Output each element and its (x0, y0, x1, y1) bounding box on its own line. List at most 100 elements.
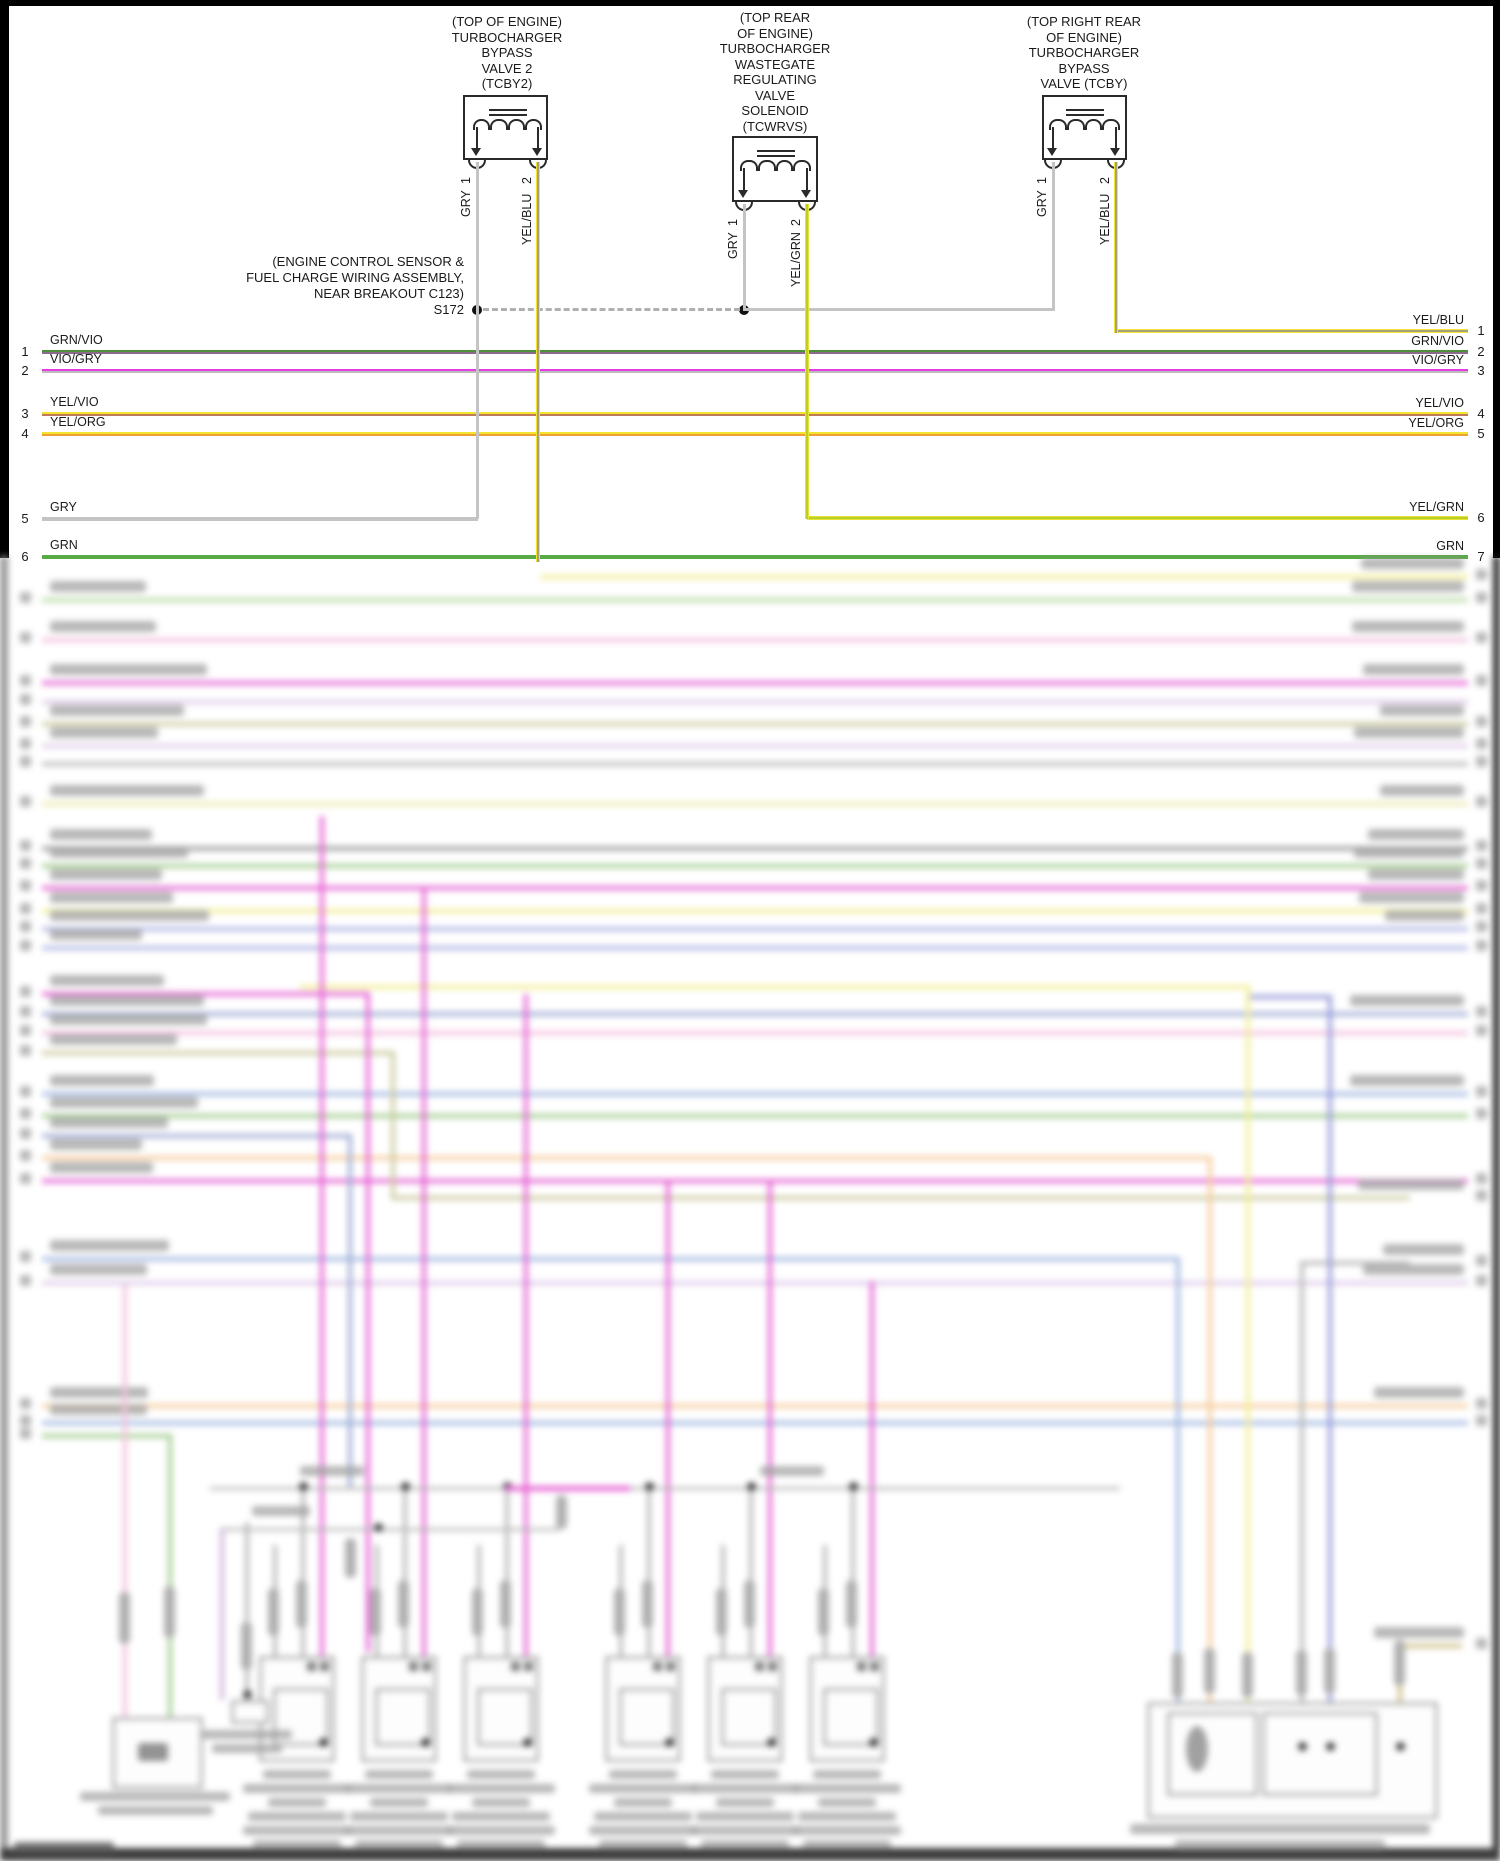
component-label-line: REGULATING (733, 72, 817, 87)
coil-bump (473, 119, 491, 130)
blurred-pin-number-right (1476, 796, 1487, 807)
blurred-wire-vertical (168, 1434, 172, 1717)
blurred-injector-pin (422, 1662, 431, 1671)
blurred-wire-label-left (50, 829, 152, 840)
wire-vertical-gry (1051, 162, 1055, 311)
blurred-module-inner-box (1262, 1712, 1378, 1796)
blurred-pin-number-left (20, 796, 31, 807)
blurred-wire-row (42, 946, 1468, 950)
blurred-wire-label-right (1361, 558, 1464, 569)
blurred-wire-vertical (391, 1051, 395, 1200)
blurred-connector-stub (1172, 1652, 1183, 1698)
blurred-injector-inner-box (721, 1688, 777, 1746)
blurred-wire-vertical (245, 1522, 249, 1694)
blurred-pin-number-left (20, 858, 31, 869)
component-label-line: VALVE (TCBY) (1040, 76, 1128, 91)
blurred-wire-row (42, 722, 1468, 726)
blurred-component-symbol (138, 1743, 168, 1761)
blurred-injector-caption-line (355, 1840, 443, 1849)
splice-name: S172 (433, 302, 464, 317)
blurred-junction-dot (767, 1738, 776, 1747)
blurred-splice-label (300, 1466, 364, 1476)
wire-row-vio-gry (42, 369, 1468, 373)
blurred-wire-label-left (50, 664, 207, 675)
wire-vertical-yel-blu (1114, 162, 1118, 333)
blurred-wire-vertical (647, 1489, 651, 1656)
blurred-wire-vertical (851, 1489, 855, 1656)
blurred-injector-pin (307, 1662, 316, 1671)
component-label-line: (TCBY2) (481, 76, 533, 91)
pin-arrowhead (471, 148, 481, 156)
coil-symbol (740, 160, 811, 171)
blurred-junction-dot (374, 1523, 383, 1532)
blurred-injector-caption-line (711, 1770, 779, 1779)
blurred-wire-label-left (50, 1014, 207, 1025)
page-border-left (0, 0, 9, 558)
blurred-injector-caption-line (457, 1840, 545, 1849)
component-label-line: VALVE (755, 87, 795, 103)
wire-label-right: YEL/BLU (1412, 313, 1464, 327)
blurred-splice-label (252, 1506, 310, 1516)
pin-arrowhead (801, 190, 811, 198)
blurred-pin-number-left (20, 1108, 31, 1119)
blurred-component-caption-line (97, 1806, 213, 1815)
wire-pin-number-right: 6 (1477, 510, 1485, 525)
blurred-wire-row (42, 927, 1468, 931)
blurred-wire-label-left (50, 1075, 154, 1086)
blurred-connector-stub (846, 1580, 857, 1628)
blurred-injector-pin (857, 1662, 866, 1671)
blurred-module-motor-oval (1186, 1726, 1208, 1772)
blurred-component-caption-line (202, 1730, 292, 1739)
pin-arrowhead (1047, 148, 1057, 156)
component-label-line: VALVE 2 (481, 60, 533, 76)
blurred-wire-label-right (1374, 1627, 1464, 1638)
blurred-wire-label-left (50, 1097, 198, 1108)
blurred-injector-caption-line (818, 1798, 876, 1807)
pin-number: 2 (1098, 177, 1112, 184)
blurred-pin-number-left (20, 903, 31, 914)
blurred-pin-number-left (20, 694, 31, 705)
component-label-line: OF ENGINE) (1046, 29, 1122, 45)
blurred-connector-stub (1324, 1648, 1335, 1694)
blurred-wire-label-right (1368, 829, 1464, 840)
component-label-line: (TOP OF ENGINE) (451, 14, 563, 29)
wire-pin-number-left: 5 (21, 511, 29, 526)
blurred-pin-number-left (20, 921, 31, 932)
blurred-wire-label-left (50, 929, 142, 940)
blurred-pin-number-right (1476, 738, 1487, 749)
blurred-pin-number-left (20, 738, 31, 749)
coil-core-line (1065, 114, 1104, 116)
blurred-pin-number-right (1476, 1255, 1487, 1266)
blurred-injector-caption-line (467, 1770, 535, 1779)
pin-wire-color-label: YEL/BLU (1098, 193, 1112, 245)
blurred-pin-number-left (20, 716, 31, 727)
coil-symbol (1049, 119, 1120, 130)
blurred-injector-pin (870, 1662, 879, 1671)
wire-vertical-yel-blu (536, 162, 540, 562)
blurred-pin-number-left (20, 1045, 31, 1056)
blurred-injector-caption-line (263, 1770, 331, 1779)
blurred-pin-number-left (20, 840, 31, 851)
blurred-injector-caption-line (589, 1826, 697, 1835)
blurred-pin-number-left (20, 1128, 31, 1139)
coil-bump (524, 119, 542, 130)
blurred-connector-stub (1204, 1648, 1215, 1694)
blurred-injector-inner-box (619, 1688, 675, 1746)
wire-pin-number-right: 2 (1477, 344, 1485, 359)
blurred-wire-row (42, 1156, 1210, 1160)
page-border-bottom (0, 1848, 1500, 1861)
pin-wire-color-label: GRY (459, 190, 473, 217)
blurred-wire-row (42, 909, 1468, 913)
blurred-pin-number-right (1476, 1398, 1487, 1409)
page-border-right (1493, 0, 1500, 558)
component-label-line: BYPASS (481, 45, 533, 60)
coil-bump (1049, 119, 1067, 130)
blurred-injector-pin (755, 1662, 764, 1671)
blurred-pin-number-left (20, 1150, 31, 1161)
blurred-junction-dot (319, 1738, 328, 1747)
coil-core-line (488, 109, 527, 111)
wire-label-left: GRN/VIO (50, 333, 103, 347)
splice-note-line: NEAR BREAKOUT C123) (313, 286, 464, 301)
blurred-junction-dot (645, 1482, 654, 1491)
